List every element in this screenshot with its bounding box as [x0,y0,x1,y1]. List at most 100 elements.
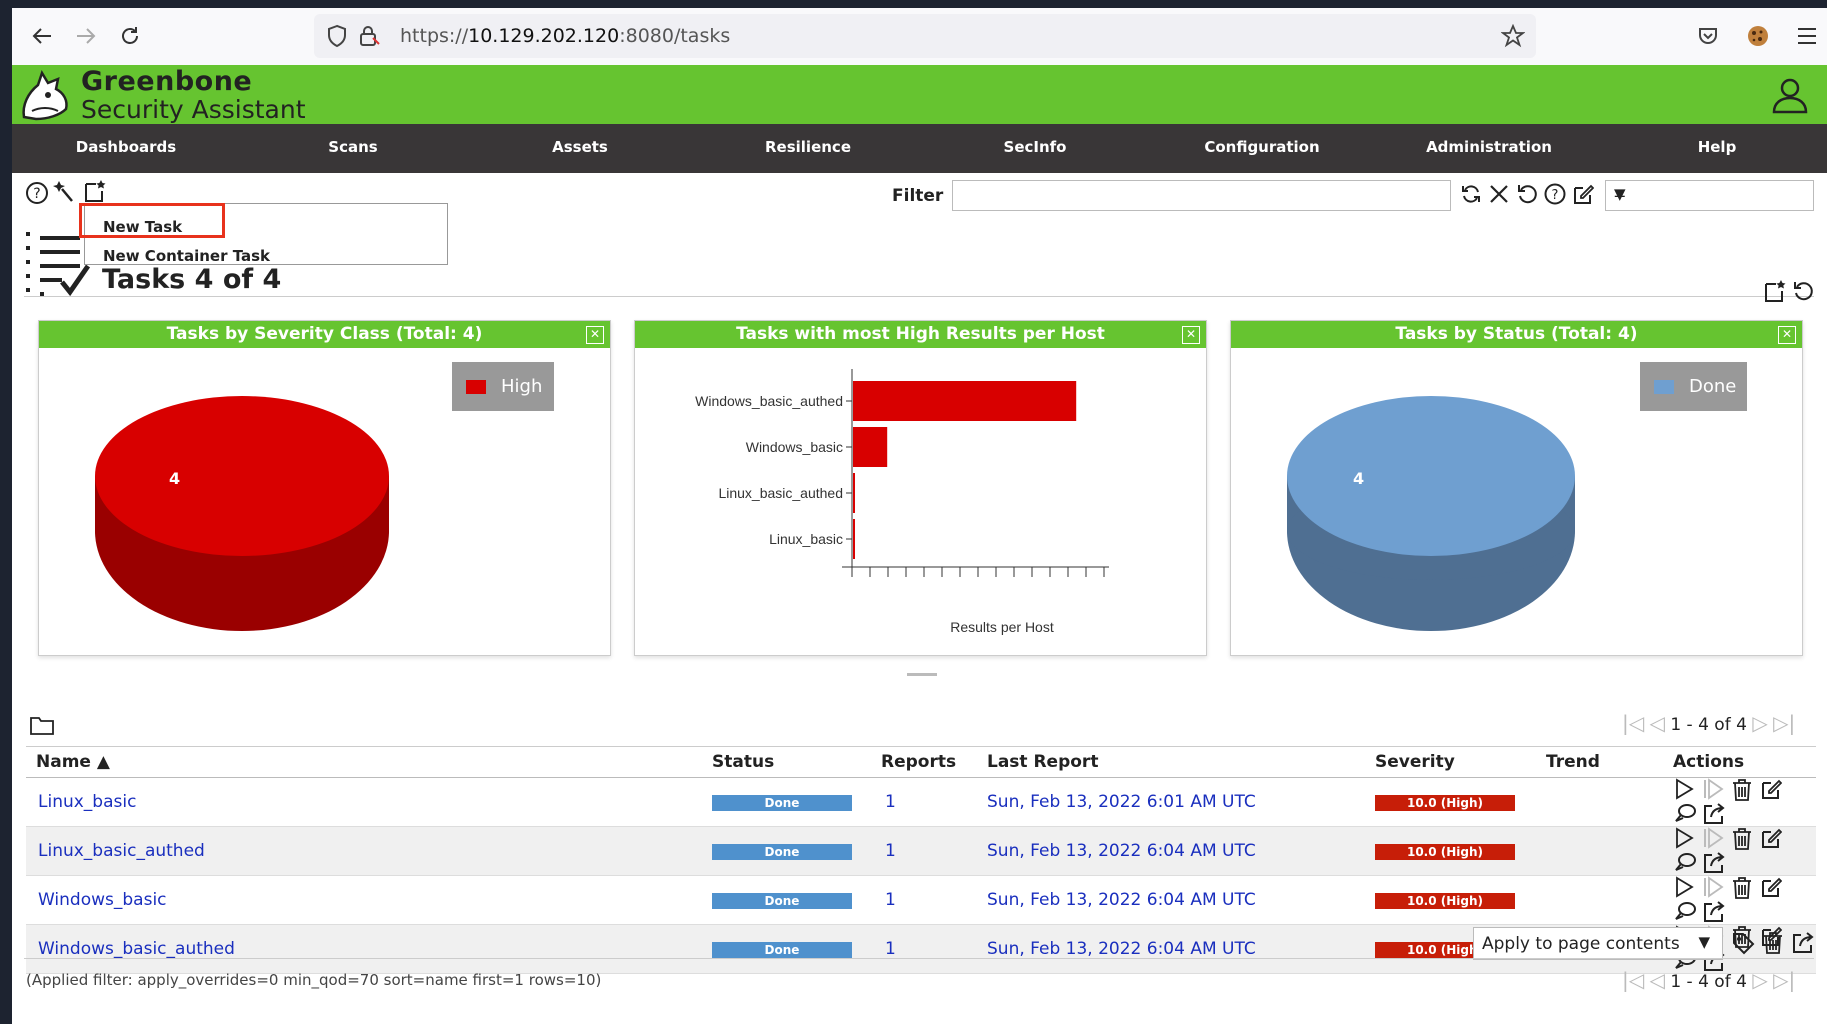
url-bar[interactable]: https://10.129.202.120:8080/tasks [314,14,1536,58]
new-task-small-icon[interactable] [1762,278,1788,304]
reports-link[interactable]: 1 [885,792,896,812]
hamburger-menu-icon[interactable] [1792,21,1822,51]
start-icon[interactable] [1673,876,1697,900]
reports-link[interactable]: 1 [885,890,896,910]
clone-icon[interactable] [1673,802,1697,826]
bookmark-star-icon[interactable] [1498,21,1528,51]
last-report-link[interactable]: Sun, Feb 13, 2022 6:04 AM UTC [987,939,1256,959]
refresh-filter-icon[interactable] [1458,181,1484,207]
nav-administration[interactable]: Administration [1426,138,1552,156]
nav-assets[interactable]: Assets [552,138,608,156]
first-page-icon[interactable]: |◁ [1622,711,1645,735]
status-badge: Done [712,893,852,909]
trash-icon[interactable] [1731,827,1755,851]
panel-status-title[interactable]: Tasks by Status (Total: 4) [1231,321,1802,348]
reports-link[interactable]: 1 [885,939,896,959]
export-icon[interactable] [1702,851,1726,875]
folder-icon[interactable] [29,714,55,740]
shield-icon[interactable] [322,21,352,51]
col-severity[interactable]: Severity [1375,746,1546,778]
forward-arrow-icon[interactable] [72,22,100,50]
back-arrow-icon[interactable] [28,22,56,50]
export-icon[interactable] [1702,900,1726,924]
cookie-icon[interactable] [1743,21,1773,51]
export-icon[interactable] [1790,930,1816,956]
reset-filter-icon[interactable] [1514,181,1540,207]
nav-dashboards[interactable]: Dashboards [75,138,177,156]
reports-link[interactable]: 1 [885,841,896,861]
nav-configuration[interactable]: Configuration [1204,138,1320,156]
pie-slice-high[interactable] [95,396,389,556]
resume-icon[interactable] [1702,778,1726,802]
user-icon[interactable] [1770,75,1810,119]
filter-help-icon[interactable]: ? [1542,181,1568,207]
col-status[interactable]: Status [712,746,881,778]
edit-icon[interactable] [1760,827,1784,851]
task-name-link[interactable]: Windows_basic [38,890,167,910]
col-trend[interactable]: Trend [1546,746,1673,778]
resume-icon[interactable] [1702,827,1726,851]
menu-item-new-task[interactable]: New Task [103,218,183,236]
bar[interactable] [853,473,855,513]
edit-filter-icon[interactable] [1570,181,1596,207]
nav-secinfo[interactable]: SecInfo [1003,138,1067,156]
highlight-box [79,203,225,238]
tag-icon[interactable] [1730,930,1756,956]
task-name-link[interactable]: Linux_basic_authed [38,841,205,861]
task-name-link[interactable]: Linux_basic [38,792,137,812]
close-icon[interactable]: ✕ [586,326,604,344]
previous-page-icon[interactable]: ◁ [1649,968,1665,992]
first-page-icon[interactable]: |◁ [1622,968,1645,992]
filter-input[interactable] [952,180,1451,211]
panel-severity-title[interactable]: Tasks by Severity Class (Total: 4) [39,321,610,348]
lock-icon[interactable] [354,21,384,51]
col-name[interactable]: Name ▲ [26,746,712,778]
menu-item-new-container-task[interactable]: New Container Task [103,247,271,265]
last-report-link[interactable]: Sun, Feb 13, 2022 6:04 AM UTC [987,890,1256,910]
export-icon[interactable] [1702,802,1726,826]
clone-icon[interactable] [1673,851,1697,875]
bulk-action-value: Apply to page contents [1482,934,1680,954]
edit-icon[interactable] [1760,778,1784,802]
nav-resilience[interactable]: Resilience [765,138,851,156]
start-icon[interactable] [1673,778,1697,802]
help-icon[interactable]: ? [24,180,50,206]
legend-done[interactable]: Done [1640,362,1747,411]
clear-filter-icon[interactable] [1486,181,1512,207]
bar[interactable] [853,381,1077,421]
pie-slice-done[interactable] [1287,396,1575,556]
col-reports[interactable]: Reports [881,746,987,778]
resume-icon[interactable] [1702,876,1726,900]
close-icon[interactable]: ✕ [1778,326,1796,344]
bar[interactable] [853,519,855,559]
trash-icon[interactable] [1731,876,1755,900]
dashboard-resize-handle[interactable] [907,673,937,676]
edit-icon[interactable] [1760,876,1784,900]
trash-icon[interactable] [1731,778,1755,802]
reload-icon[interactable] [116,22,144,50]
clone-icon[interactable] [1673,900,1697,924]
last-report-link[interactable]: Sun, Feb 13, 2022 6:01 AM UTC [987,792,1256,812]
next-page-icon[interactable]: ▷ [1752,968,1768,992]
col-last-report[interactable]: Last Report [987,746,1375,778]
filter-select[interactable]: -- ▼ [1605,180,1814,211]
task-name-link[interactable]: Windows_basic_authed [38,939,235,959]
nav-scans[interactable]: Scans [328,138,378,156]
last-page-icon[interactable]: ▷| [1773,968,1796,992]
panel-high-results-title[interactable]: Tasks with most High Results per Host [635,321,1206,348]
next-page-icon[interactable]: ▷ [1752,711,1768,735]
start-icon[interactable] [1673,827,1697,851]
previous-page-icon[interactable]: ◁ [1649,711,1665,735]
bar[interactable] [853,427,888,467]
pocket-icon[interactable] [1693,21,1723,51]
wizard-icon[interactable] [52,178,78,204]
trash-icon[interactable] [1760,930,1786,956]
new-task-icon[interactable] [82,178,108,204]
last-report-link[interactable]: Sun, Feb 13, 2022 6:04 AM UTC [987,841,1256,861]
reload-dashboard-icon[interactable] [1790,278,1816,304]
nav-help[interactable]: Help [1697,138,1737,156]
close-icon[interactable]: ✕ [1182,326,1200,344]
bulk-action-select[interactable]: Apply to page contents ▼ [1473,927,1723,960]
legend-high[interactable]: High [452,362,554,411]
last-page-icon[interactable]: ▷| [1773,711,1796,735]
